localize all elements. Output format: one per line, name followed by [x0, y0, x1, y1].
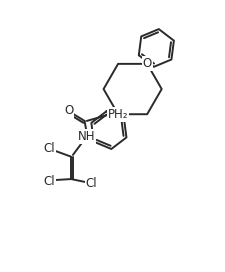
- Text: Cl: Cl: [43, 142, 55, 155]
- Text: Cl: Cl: [86, 177, 97, 190]
- Text: NH: NH: [78, 130, 96, 143]
- Text: Cl: Cl: [43, 175, 55, 188]
- Text: O: O: [64, 104, 74, 117]
- Text: PH₂: PH₂: [108, 108, 128, 121]
- Text: O: O: [142, 57, 152, 70]
